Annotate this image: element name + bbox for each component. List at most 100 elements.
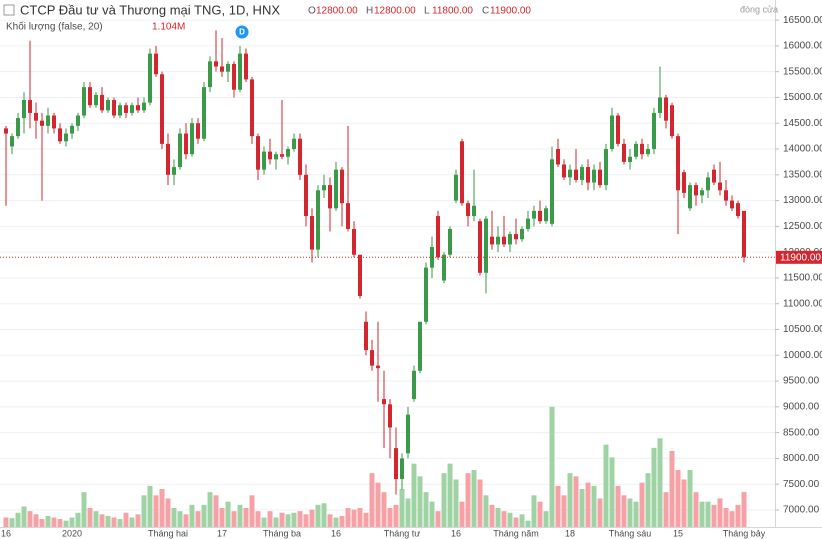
candle-body (82, 87, 86, 116)
volume-bar (627, 498, 633, 527)
candle-body (160, 74, 164, 144)
y-tick-label: 11500.00 (783, 273, 822, 284)
candle-body (502, 236, 506, 245)
candle-body (538, 210, 542, 222)
last-price-tag (776, 250, 822, 264)
volume-bar (153, 495, 159, 527)
candle-body (376, 365, 380, 369)
volume-bar (357, 508, 363, 527)
event-marker: D (239, 28, 245, 37)
volume-bar (159, 489, 165, 527)
volume-bar (189, 504, 195, 527)
volume-bar (507, 512, 513, 527)
volume-pane (3, 406, 747, 527)
volume-bar (225, 501, 231, 527)
candle-body (208, 61, 212, 88)
y-tick-label: 10000.00 (783, 350, 822, 361)
volume-bar (267, 511, 273, 527)
volume-bar (513, 517, 519, 527)
volume-bar (321, 503, 327, 527)
volume-bar (9, 518, 15, 527)
collapse-icon[interactable] (3, 4, 15, 16)
volume-bar (165, 498, 171, 527)
volume-bar (483, 495, 489, 527)
candle-body (124, 105, 128, 113)
volume-bar (729, 511, 735, 527)
volume-bar (741, 492, 747, 527)
candle-body (262, 151, 266, 170)
volume-bar (447, 463, 453, 527)
candle-body (52, 115, 56, 129)
volume-bar (309, 509, 315, 527)
y-tick-label: 11000.00 (783, 298, 822, 309)
volume-bar (645, 473, 651, 527)
ohlc-key: L (424, 6, 430, 17)
volume-bar (699, 501, 705, 527)
candle-body (268, 151, 272, 160)
candle-body (406, 414, 410, 454)
candle-body (100, 94, 104, 111)
event-marker-icon[interactable] (235, 25, 249, 39)
volume-bar (723, 508, 729, 527)
volume-bar (429, 501, 435, 527)
candle-body (550, 159, 554, 224)
candle-body (184, 133, 188, 155)
candle-body (28, 100, 32, 113)
volume-bar (417, 476, 423, 527)
candle-body (724, 190, 728, 201)
axes: 7000.00 7500.00 8000.00 8500.00 9000.00 9500.… (0, 15, 822, 538)
candle-body (154, 53, 158, 75)
candle-body (604, 149, 608, 186)
candle-body (424, 267, 428, 322)
volume-bar (555, 485, 561, 527)
volume-bar (501, 511, 507, 527)
candle-body (742, 210, 746, 258)
candle-body (202, 87, 206, 139)
candle-body (358, 254, 362, 296)
candle-body (250, 79, 254, 137)
candle-body (118, 105, 122, 116)
volume-bar (201, 504, 207, 527)
volume-bar (273, 517, 279, 527)
volume-bar (411, 463, 417, 527)
candle-body (730, 200, 734, 209)
volume-bar (579, 489, 585, 527)
x-tick-label: Tháng hai (148, 528, 188, 538)
candle-body (16, 118, 20, 137)
candle-body (292, 138, 296, 150)
volume-bar (75, 512, 81, 527)
candle-body (454, 174, 458, 201)
y-tick-label: 8500.00 (783, 427, 820, 438)
candle-body (436, 216, 440, 258)
y-tick-label: 15500.00 (783, 66, 822, 77)
volume-bar (57, 519, 63, 527)
candle-body (130, 105, 134, 113)
candle-body (22, 100, 26, 119)
x-tick-label: 15 (673, 528, 683, 538)
candle-body (148, 53, 152, 103)
candle-body (712, 169, 716, 183)
y-tick-label: 16500.00 (783, 15, 822, 26)
y-tick-label: 14500.00 (783, 118, 822, 129)
candle-body (736, 203, 740, 217)
volume-bar (39, 519, 45, 527)
volume-bar (249, 495, 255, 527)
volume-bar (375, 482, 381, 527)
candle-body (652, 112, 656, 150)
candle-body (706, 177, 710, 191)
volume-bar (21, 506, 27, 527)
candle-body (388, 404, 392, 428)
volume-bar (453, 479, 459, 527)
volume-bar (333, 517, 339, 527)
ohlc-key: H (366, 6, 373, 17)
candle-body (40, 120, 44, 126)
candle-body (676, 136, 680, 191)
candle-body (688, 185, 692, 209)
candle-body (316, 190, 320, 250)
volume-bar (435, 511, 441, 527)
candle-body (244, 53, 248, 80)
last-price-label: 11900.00 (780, 252, 821, 263)
y-tick-label: 13500.00 (783, 169, 822, 180)
ohlc-value: 12800.00 (374, 6, 416, 17)
candle-body (682, 172, 686, 193)
